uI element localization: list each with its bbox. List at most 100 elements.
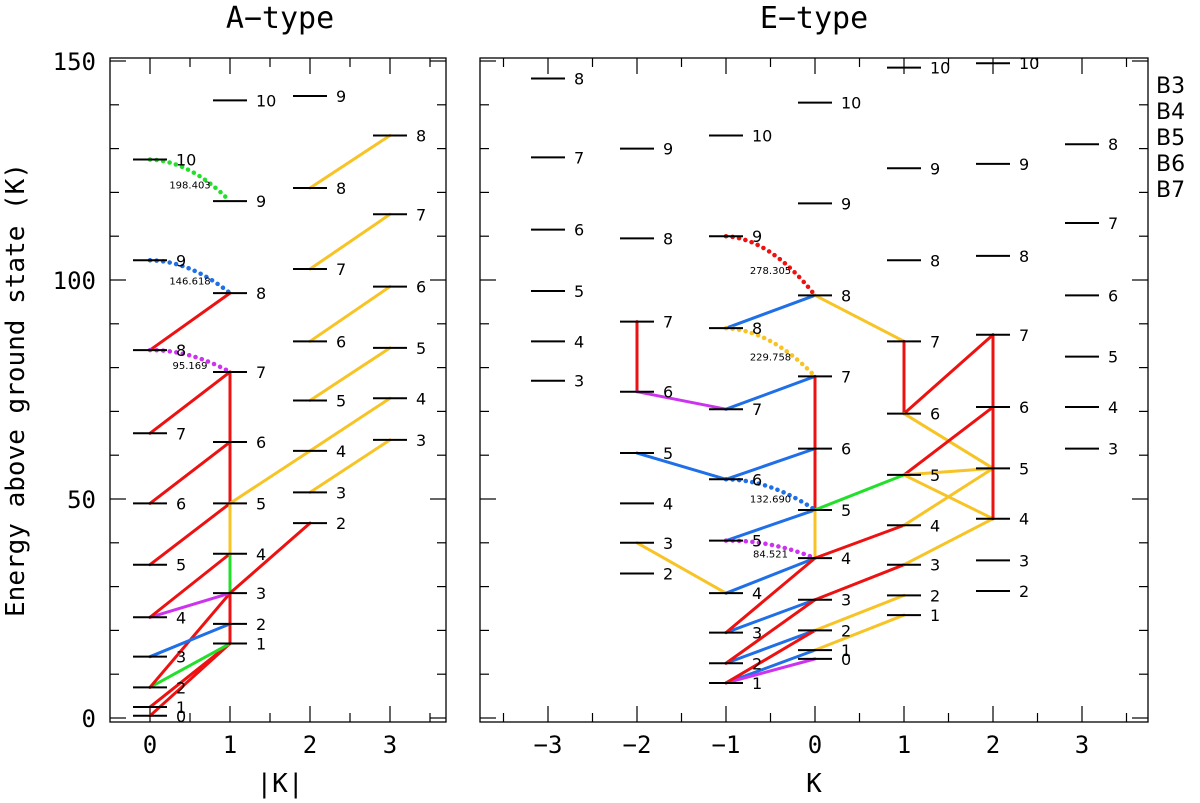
level-j-label: 8: [1108, 135, 1118, 154]
level-j-label: 2: [176, 678, 186, 697]
level-j-label: 10: [176, 151, 196, 170]
level-j-label: 3: [752, 624, 762, 643]
level-j-label: 5: [1019, 459, 1029, 478]
level-j-label: 8: [574, 70, 584, 89]
level-j-label: 10: [1019, 54, 1039, 73]
level-j-label: 2: [336, 514, 346, 533]
x-tick-label: 1: [223, 731, 237, 759]
transition-line-b4: [724, 508, 817, 543]
dotted-transition-b7: [723, 233, 818, 298]
y-tick-label: 0: [82, 705, 96, 733]
level-j-label: 9: [336, 87, 346, 106]
level-j-label: 6: [574, 221, 584, 240]
level-j-label: 5: [930, 466, 940, 485]
transition-line-b7: [228, 521, 312, 595]
level-j-label: 2: [663, 564, 673, 583]
level-j-label: 6: [176, 494, 186, 513]
transition-line-b7: [724, 628, 817, 685]
level-j-label: 3: [256, 584, 266, 603]
level-j-label: 8: [1019, 247, 1029, 266]
transition-line-b7: [148, 370, 232, 435]
level-j-label: 5: [574, 282, 584, 301]
transition-line-b6: [813, 593, 906, 632]
level-j-label: 10: [841, 94, 861, 113]
transition-line-b6: [308, 212, 392, 271]
level-j-label: 4: [1108, 398, 1118, 417]
level-j-label: 4: [336, 442, 346, 461]
level-j-label: 4: [574, 332, 584, 351]
level-j-label: 3: [574, 372, 584, 391]
level-j-label: 2: [752, 654, 762, 673]
transition-line-b7: [813, 563, 906, 602]
level-j-label: 4: [841, 549, 851, 568]
level-j-label: 4: [1019, 510, 1029, 529]
level-j-label: 4: [416, 389, 426, 408]
level-j-label: 8: [256, 284, 266, 303]
level-j-label: 3: [336, 483, 346, 502]
transition-line-b7: [148, 501, 232, 567]
legend-b3: B3: [1156, 74, 1185, 99]
level-j-label: 6: [930, 405, 940, 424]
level-j-label: 4: [663, 494, 673, 513]
x-tick-label: 1: [897, 731, 911, 759]
dotted-transition-b6: [723, 325, 818, 379]
level-j-label: 2: [1019, 582, 1029, 601]
level-j-label: 1: [930, 606, 940, 625]
y-tick-label: 150: [53, 48, 96, 76]
transition-line-b7: [724, 598, 817, 665]
panel-title: E−type: [760, 1, 868, 36]
level-j-label: 1: [841, 641, 851, 660]
transition-line-b5: [813, 473, 906, 512]
x-tick-label: 2: [303, 731, 317, 759]
level-j-label: 7: [416, 205, 426, 224]
transition-line-b6: [635, 541, 728, 595]
level-j-label: 5: [1108, 348, 1118, 367]
level-j-label: 8: [336, 179, 346, 198]
plot-frame: [109, 57, 447, 723]
level-j-label: 8: [841, 286, 851, 305]
level-j-label: 9: [841, 194, 851, 213]
level-j-label: 0: [841, 650, 851, 669]
level-j-label: 7: [930, 332, 940, 351]
transition-line-b4: [724, 556, 817, 595]
level-j-label: 5: [663, 444, 673, 463]
transition-line-b5: [148, 642, 232, 689]
transition-line-b7: [902, 333, 995, 416]
transition-line-b4: [148, 622, 232, 659]
level-j-label: 3: [1108, 440, 1118, 459]
level-j-label: 0: [176, 707, 186, 726]
transition-line-b7: [148, 440, 232, 505]
y-axis-label: Energy above ground state (K): [1, 163, 31, 617]
transition-frequency-label: 84.521: [753, 549, 788, 560]
level-j-label: 6: [1108, 286, 1118, 305]
level-j-label: 7: [256, 363, 266, 382]
plot-frame: [479, 57, 1149, 723]
transition-frequency-label: 95.169: [173, 361, 208, 372]
level-j-label: 9: [1019, 155, 1029, 174]
transition-line-b6: [308, 285, 392, 343]
level-j-label: 7: [574, 148, 584, 167]
level-j-label: 9: [752, 227, 762, 246]
x-tick-label: −3: [534, 731, 563, 759]
x-tick-label: 0: [143, 731, 157, 759]
level-j-label: 5: [336, 391, 346, 410]
level-j-label: 1: [176, 698, 186, 717]
transition-line-b7: [724, 556, 817, 635]
transition-line-b6: [902, 466, 995, 477]
transition-line-b3: [635, 390, 728, 411]
level-j-label: 5: [841, 501, 851, 520]
level-j-label: 8: [663, 229, 673, 248]
level-j-label: 6: [663, 383, 673, 402]
level-j-label: 7: [841, 367, 851, 386]
level-j-label: 7: [663, 313, 673, 332]
transition-line-b6: [902, 466, 995, 527]
transition-line-b6: [308, 396, 392, 453]
level-j-label: 2: [930, 586, 940, 605]
transition-line-b4: [724, 447, 817, 481]
level-j-label: 3: [1019, 551, 1029, 570]
x-tick-label: 3: [1075, 731, 1089, 759]
level-j-label: 10: [752, 126, 772, 145]
transition-line-b4: [724, 628, 817, 665]
level-j-label: 9: [930, 159, 940, 178]
